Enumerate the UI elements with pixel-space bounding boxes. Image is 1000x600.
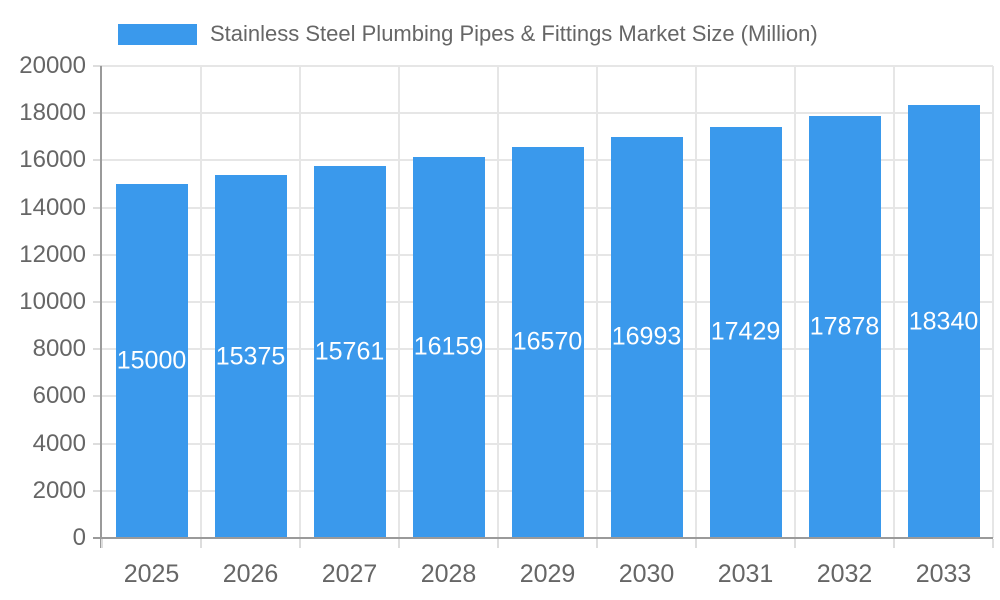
- gridline-vertical: [497, 66, 499, 538]
- x-axis-tick-mark: [101, 539, 103, 548]
- y-axis-tick-mark: [93, 65, 102, 67]
- bar-value-label: 16159: [413, 332, 484, 361]
- x-axis-tick-label: 2030: [618, 560, 675, 588]
- x-axis-tick-mark: [299, 539, 301, 548]
- bar-2029[interactable]: [511, 146, 584, 537]
- bar-2026[interactable]: [214, 175, 287, 537]
- y-axis-tick-label: 10000: [19, 288, 86, 315]
- y-axis-tick-label: 8000: [32, 335, 86, 363]
- gridline-horizontal: [102, 112, 993, 115]
- bar-2028[interactable]: [412, 156, 485, 537]
- bar-value-label: 15000: [116, 346, 187, 375]
- y-axis-tick-label: 12000: [19, 240, 86, 268]
- gridline-vertical: [299, 66, 301, 538]
- gridline-vertical: [893, 66, 895, 538]
- x-axis-line: [93, 537, 993, 539]
- x-axis-tick-label: 2033: [915, 560, 972, 588]
- bar-value-label: 15761: [314, 337, 385, 366]
- gridline-vertical: [794, 66, 796, 538]
- x-axis-tick-label: 2032: [816, 560, 873, 588]
- bar-2032[interactable]: [808, 116, 881, 537]
- y-axis-tick-mark: [93, 206, 102, 209]
- y-axis-tick-label: 18000: [19, 99, 86, 127]
- x-axis-tick-mark: [398, 539, 400, 548]
- bar-2031[interactable]: [709, 126, 782, 537]
- y-axis-tick-label: 0: [72, 524, 86, 551]
- y-axis-tick-mark: [93, 112, 102, 115]
- y-axis-tick-mark: [93, 301, 102, 303]
- y-axis-tick-mark: [93, 442, 102, 445]
- y-axis-tick-mark: [93, 348, 102, 351]
- x-axis-tick-mark: [596, 539, 598, 548]
- bar-2027[interactable]: [313, 166, 386, 537]
- gridline-vertical: [200, 66, 202, 538]
- y-axis-tick-mark: [93, 159, 102, 162]
- bar-value-label: 16993: [611, 322, 682, 351]
- y-axis-tick-mark: [93, 489, 102, 492]
- x-axis-tick-mark: [200, 539, 202, 548]
- x-axis-tick-mark: [794, 539, 796, 548]
- bar-2033[interactable]: [907, 105, 980, 537]
- y-axis-tick-mark: [93, 395, 102, 398]
- x-axis-tick-mark: [992, 539, 994, 548]
- bar-value-label: 17429: [710, 317, 781, 346]
- x-axis-tick-mark: [497, 539, 499, 548]
- bar-value-label: 15375: [215, 342, 286, 371]
- legend-series-label: Stainless Steel Plumbing Pipes & Fitting…: [210, 21, 818, 46]
- plot-area: 15000 15375 15761 16159 16570 16993 17429 17878…: [102, 65, 994, 538]
- gridline-horizontal: [102, 65, 993, 67]
- y-axis-tick-label: 14000: [19, 193, 86, 221]
- gridline-vertical: [695, 66, 697, 538]
- gridline-vertical: [596, 66, 598, 538]
- bar-value-label: 16570: [512, 327, 583, 356]
- y-axis-line: [100, 66, 102, 548]
- bar-2030[interactable]: [610, 136, 683, 537]
- y-axis-tick-label: 4000: [32, 429, 86, 457]
- bar-value-label: 18340: [908, 307, 979, 336]
- legend-swatch[interactable]: [118, 23, 197, 45]
- y-axis-tick-label: 20000: [19, 52, 86, 79]
- y-axis-tick-label: 6000: [32, 382, 86, 410]
- y-axis-tick-label: 2000: [32, 476, 86, 504]
- x-axis-tick-label: 2031: [717, 560, 774, 588]
- gridline-vertical: [992, 66, 994, 538]
- x-axis-tick-label: 2029: [519, 560, 576, 588]
- gridline-vertical: [398, 66, 400, 538]
- x-axis-tick-label: 2028: [420, 560, 477, 588]
- y-axis-tick-mark: [93, 253, 102, 256]
- x-axis-tick-label: 2026: [222, 560, 279, 588]
- x-axis-tick-label: 2025: [123, 560, 180, 588]
- y-axis-tick-label: 16000: [19, 146, 86, 174]
- chart-legend[interactable]: Stainless Steel Plumbing Pipes & Fitting…: [118, 22, 818, 46]
- x-axis-tick-mark: [893, 539, 895, 548]
- bar-value-label: 17878: [809, 312, 880, 341]
- x-axis-tick-label: 2027: [321, 560, 378, 588]
- x-axis-tick-mark: [695, 539, 697, 548]
- bar-2025[interactable]: [115, 184, 188, 537]
